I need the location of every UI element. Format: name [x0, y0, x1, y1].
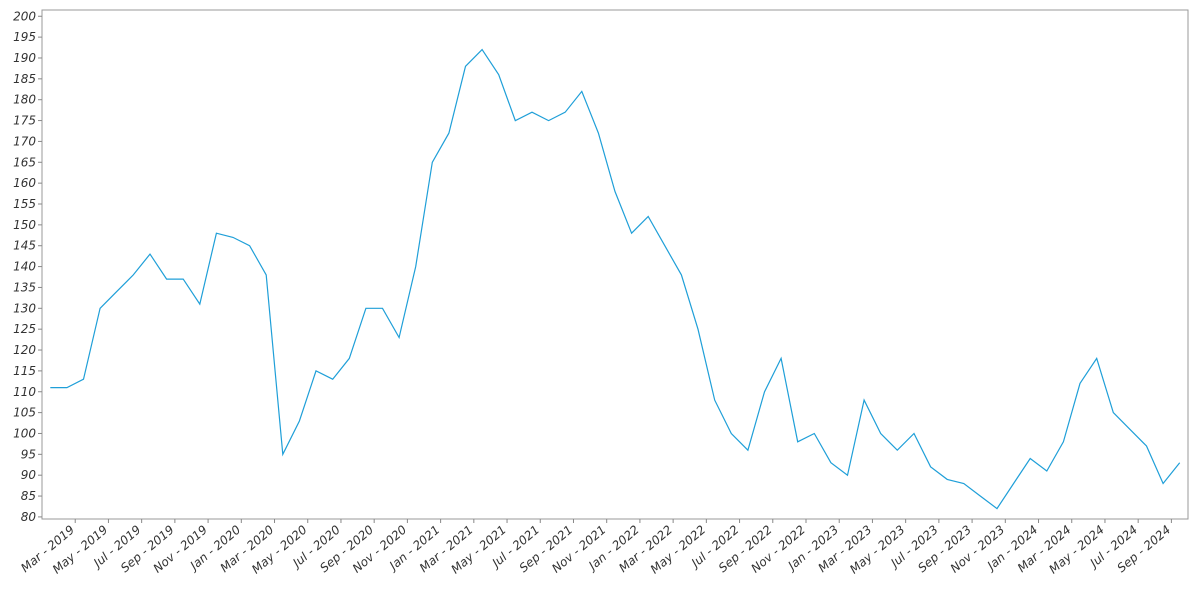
- y-tick-label: 125: [13, 322, 36, 336]
- y-tick-label: 100: [13, 426, 36, 440]
- y-tick-label: 180: [13, 93, 36, 107]
- y-tick-label: 120: [13, 343, 36, 357]
- y-tick-label: 85: [21, 489, 36, 503]
- y-tick-label: 80: [21, 510, 37, 524]
- plot-frame: [41, 9, 1189, 520]
- y-tick-label: 175: [13, 114, 36, 128]
- y-tick-label: 90: [21, 468, 37, 482]
- y-tick-label: 140: [13, 260, 36, 274]
- y-tick-label: 145: [13, 239, 36, 253]
- y-tick-label: 170: [13, 134, 36, 148]
- price-line: [50, 48, 1181, 510]
- y-tick-label: 160: [13, 176, 36, 190]
- y-tick-label: 190: [13, 51, 36, 65]
- y-tick-label: 115: [13, 364, 36, 378]
- y-tick-label: 200: [13, 9, 36, 23]
- y-tick-label: 95: [21, 447, 36, 461]
- y-tick-label: 155: [13, 197, 36, 211]
- y-tick-label: 195: [13, 30, 36, 44]
- y-tick-label: 165: [13, 155, 36, 169]
- y-tick-label: 150: [13, 218, 36, 232]
- y-tick-label: 135: [13, 280, 36, 294]
- y-tick-label: 185: [13, 72, 36, 86]
- y-tick-label: 110: [13, 385, 36, 399]
- y-tick-label: 130: [13, 301, 36, 315]
- y-tick-label: 105: [13, 406, 36, 420]
